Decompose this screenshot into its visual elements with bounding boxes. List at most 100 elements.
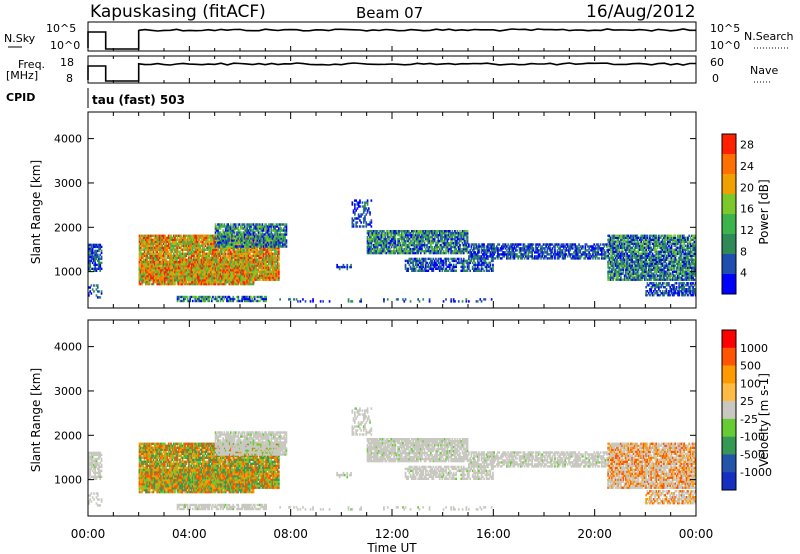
power-cell: [208, 299, 210, 303]
power-cell: [179, 267, 181, 270]
power-cell: [261, 274, 264, 277]
power-cell: [228, 252, 231, 255]
power-cell: [193, 256, 195, 259]
power-cell: [250, 266, 252, 269]
power-cell: [266, 278, 269, 281]
power-cell: [242, 277, 245, 280]
power-cell: [183, 271, 185, 274]
power-cell: [271, 252, 274, 255]
power-cell: [215, 254, 218, 257]
power-cell: [161, 263, 164, 266]
power-cell: [143, 281, 146, 284]
power-cell: [241, 269, 243, 272]
power-cell: [214, 223, 217, 226]
power-cell: [261, 262, 264, 265]
power-cell: [156, 272, 159, 275]
power-cell: [267, 272, 270, 275]
power-cell: [170, 256, 172, 259]
power-cell: [156, 267, 159, 270]
power-cell: [141, 265, 143, 268]
power-cell: [234, 223, 237, 226]
power-cell: [238, 275, 241, 278]
power-cell: [204, 244, 207, 247]
power-cell: [214, 278, 217, 281]
power-cell: [141, 262, 143, 265]
power-cell: [210, 248, 213, 251]
power-cell: [271, 229, 274, 232]
power-cell: [247, 241, 250, 244]
power-cell: [198, 295, 200, 299]
nsky-tick-high: 10^5: [46, 22, 76, 35]
power-cell: [196, 246, 199, 249]
power-cell: [213, 297, 216, 301]
power-cell: [210, 265, 213, 268]
power-cell: [269, 260, 271, 263]
power-cell: [229, 252, 232, 255]
power-cell: [207, 297, 209, 301]
power-cell: [264, 240, 266, 243]
power-cell: [232, 248, 235, 251]
power-cell: [418, 247, 421, 251]
power-cell: [360, 300, 362, 303]
power-cell: [93, 259, 95, 263]
power-cell: [88, 261, 90, 265]
power-cell: [255, 278, 257, 281]
power-cell: [242, 252, 245, 255]
power-cell: [200, 238, 203, 241]
power-cell: [161, 267, 164, 270]
power-cell: [416, 239, 418, 243]
power-cell: [365, 213, 368, 216]
power-cell: [164, 261, 166, 264]
power-cell: [213, 265, 216, 268]
power-cell: [423, 232, 426, 235]
power-cell: [171, 248, 174, 251]
power-cell: [399, 237, 402, 241]
power-cell: [233, 270, 236, 273]
power-cell: [177, 254, 180, 257]
power-cell: [242, 223, 245, 226]
power-cell: [227, 229, 229, 232]
power-cell: [262, 242, 265, 245]
power-cell: [214, 281, 217, 284]
power-cell: [247, 256, 250, 259]
power-cell: [432, 233, 435, 237]
power-cell: [170, 263, 172, 266]
power-cell: [264, 225, 266, 228]
power-cell: [221, 263, 223, 266]
power-cell: [181, 244, 184, 247]
power-cell: [139, 274, 142, 277]
power-cell: [162, 240, 165, 243]
power-cell: [261, 250, 264, 253]
power-cell: [259, 248, 261, 251]
power-cell: [226, 248, 228, 251]
power-cell: [210, 277, 213, 280]
power-cell: [226, 227, 228, 230]
power-cell: [139, 258, 142, 261]
power-cell: [208, 265, 210, 268]
power-cell: [276, 234, 279, 237]
power-cell: [267, 260, 270, 263]
power-cell: [219, 281, 222, 284]
power-cell: [186, 240, 189, 243]
power-cell: [228, 229, 231, 232]
power-cell: [89, 261, 91, 265]
power-cell: [172, 258, 175, 261]
power-cell: [199, 258, 202, 261]
power-cell: [352, 223, 355, 226]
power-cell: [272, 272, 275, 275]
power-cell: [219, 237, 222, 240]
power-cell: [96, 259, 99, 263]
power-cell: [246, 269, 248, 272]
power-cell: [169, 275, 171, 278]
power-cell: [412, 230, 414, 233]
power-cell: [210, 297, 213, 301]
power-cell: [153, 277, 156, 280]
power-cell: [166, 248, 169, 251]
power-cell: [465, 298, 468, 301]
power-cell: [209, 270, 212, 273]
power-cell: [261, 243, 264, 246]
power-cell: [195, 242, 198, 245]
power-cell: [88, 292, 90, 295]
power-cell: [193, 269, 195, 272]
power-cell: [255, 262, 257, 265]
